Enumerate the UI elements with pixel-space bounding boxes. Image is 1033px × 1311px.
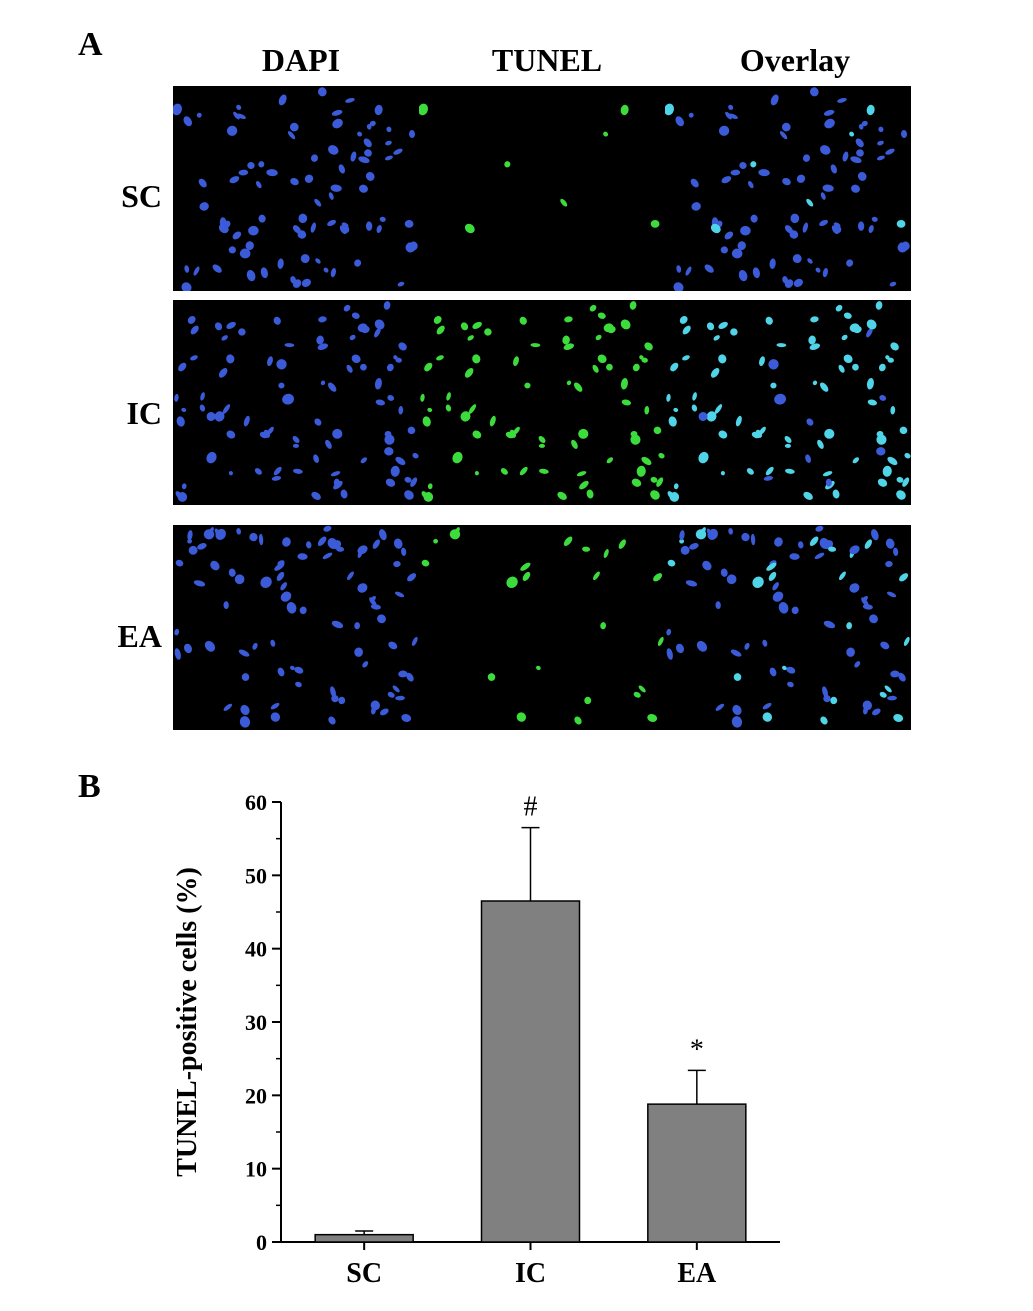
x-category-label-ea: EA	[677, 1258, 717, 1289]
panel-b-letter: B	[78, 768, 101, 805]
micrograph-ic-dapi	[173, 300, 419, 505]
significance-mark-ea: *	[690, 1034, 704, 1065]
y-tick-label: 30	[245, 1010, 267, 1035]
micrograph-ea-tunel	[419, 525, 665, 730]
micrograph-sc-dapi	[173, 86, 419, 291]
micrograph-sc-tunel	[419, 86, 665, 291]
column-header-tunel: TUNEL	[491, 42, 603, 78]
x-category-label-ic: IC	[515, 1258, 546, 1289]
y-tick-label: 40	[245, 937, 267, 962]
bar-ea	[647, 1103, 747, 1243]
y-tick-label: 0	[256, 1230, 267, 1255]
y-tick-label: 60	[245, 790, 267, 815]
micrograph-sc-overlay	[665, 86, 911, 291]
y-tick-label: 50	[245, 863, 267, 888]
column-header-dapi: DAPI	[261, 42, 341, 78]
micrograph-ea-overlay	[665, 525, 911, 730]
micrograph-ea-dapi	[173, 525, 419, 730]
column-header-overlay: Overlay	[739, 42, 851, 78]
bar-ic	[480, 900, 581, 1243]
bar-sc	[314, 1233, 414, 1243]
micrograph-ic-overlay	[665, 300, 911, 505]
x-category-label-sc: SC	[346, 1258, 382, 1289]
row-label-ic: IC	[126, 395, 162, 431]
row-label-ea: EA	[117, 618, 162, 654]
significance-mark-ic: #	[524, 792, 538, 823]
row-label-sc: SC	[121, 178, 162, 214]
y-axis-title: TUNEL-positive cells (%)	[172, 867, 203, 1177]
micrograph-ic-tunel	[419, 300, 665, 505]
y-tick-label: 10	[245, 1157, 267, 1182]
panel-a-letter: A	[78, 26, 103, 63]
y-tick-label: 20	[245, 1083, 267, 1108]
